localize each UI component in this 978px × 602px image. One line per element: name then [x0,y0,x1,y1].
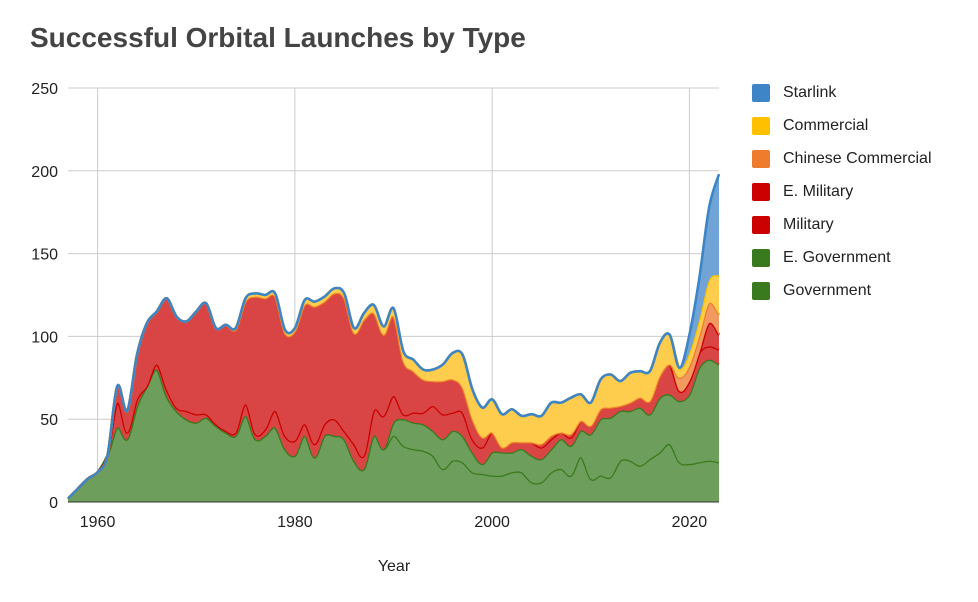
x-axis-title: Year [378,558,411,575]
legend-label: E. Government [783,248,891,266]
y-tick-label: 0 [49,495,58,512]
legend: Starlink Commercial Chinese Commercial E. M… [752,76,932,307]
legend-label: Starlink [783,83,837,101]
area-series [67,173,721,502]
area-military [68,346,719,499]
legend-label: E. Military [783,182,854,200]
legend-item[interactable]: Military [752,208,932,241]
legend-label: Government [783,281,872,299]
legend-swatch [752,281,770,300]
legend-item[interactable]: E. Military [752,175,932,208]
area-e-military [68,292,719,499]
x-tick-label: 2000 [474,514,510,531]
legend-item[interactable]: E. Government [752,241,932,274]
area-e-government [68,359,719,499]
legend-label: Military [783,215,834,233]
legend-item[interactable]: Commercial [752,109,932,142]
area-government [68,369,719,502]
y-tick-label: 200 [31,164,58,181]
x-tick-label: 1980 [277,514,313,531]
legend-item[interactable]: Starlink [752,76,932,109]
x-tick-label: 1960 [80,514,116,531]
legend-item[interactable]: Chinese Commercial [752,142,932,175]
legend-swatch [752,215,770,234]
tick-labels: 0 50 100 150 200 250 1960 1980 2000 2020 [31,81,707,531]
chart-title: Successful Orbital Launches by Type [30,22,526,53]
legend-swatch [752,182,770,201]
legend-swatch [752,116,770,135]
legend-label: Commercial [783,116,869,134]
legend-swatch [752,83,770,102]
legend-label: Chinese Commercial [783,149,932,167]
legend-swatch [752,149,770,168]
y-tick-label: 50 [40,412,58,429]
line-starlink [67,173,721,500]
legend-swatch [752,248,770,267]
y-tick-label: 250 [31,81,58,98]
y-tick-label: 150 [31,247,58,264]
y-tick-label: 100 [31,329,58,346]
x-tick-label: 2020 [672,514,708,531]
legend-item[interactable]: Government [752,274,932,307]
